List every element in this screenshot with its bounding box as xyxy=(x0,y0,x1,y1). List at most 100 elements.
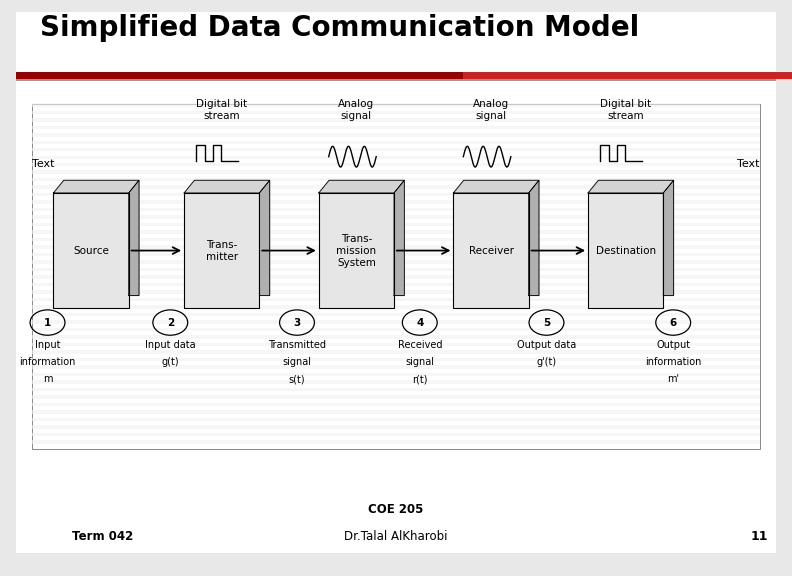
Text: g(t): g(t) xyxy=(162,357,179,367)
Bar xyxy=(32,403,760,406)
Text: 6: 6 xyxy=(669,317,677,328)
Bar xyxy=(32,298,760,301)
Bar xyxy=(32,380,760,384)
Bar xyxy=(32,365,760,369)
Bar xyxy=(185,193,260,308)
Text: Digital bit
stream: Digital bit stream xyxy=(196,99,247,121)
Bar xyxy=(32,215,760,219)
Text: 4: 4 xyxy=(416,317,424,328)
Bar xyxy=(32,118,760,122)
Text: Simplified Data Communication Model: Simplified Data Communication Model xyxy=(40,14,639,43)
Text: Trans-
mitter: Trans- mitter xyxy=(206,240,238,262)
Bar xyxy=(32,275,760,279)
Bar xyxy=(32,104,760,449)
Text: 1: 1 xyxy=(44,317,51,328)
Text: Destination: Destination xyxy=(596,245,656,256)
Polygon shape xyxy=(185,180,270,193)
Bar xyxy=(32,200,760,204)
Text: Transmitted: Transmitted xyxy=(268,340,326,350)
Bar xyxy=(32,425,760,429)
Text: information: information xyxy=(19,357,76,367)
Bar xyxy=(32,335,760,339)
Bar xyxy=(454,193,529,308)
Bar xyxy=(32,260,760,264)
Bar xyxy=(32,223,760,226)
Polygon shape xyxy=(319,180,405,193)
Bar xyxy=(463,72,792,79)
Text: Source: Source xyxy=(73,245,109,256)
Bar xyxy=(32,126,760,129)
Text: Output data: Output data xyxy=(517,340,576,350)
Bar xyxy=(32,440,760,444)
Bar xyxy=(32,208,760,211)
Bar xyxy=(32,350,760,354)
Bar xyxy=(32,133,760,137)
Bar xyxy=(32,170,760,174)
Bar xyxy=(32,253,760,256)
Text: signal: signal xyxy=(283,357,311,367)
Polygon shape xyxy=(260,180,270,295)
Bar xyxy=(32,410,760,414)
Bar xyxy=(32,358,760,361)
Bar xyxy=(32,395,760,399)
Bar xyxy=(32,290,760,294)
Bar xyxy=(16,72,463,79)
Polygon shape xyxy=(54,180,139,193)
Text: Input data: Input data xyxy=(145,340,196,350)
Bar xyxy=(32,388,760,391)
Bar xyxy=(32,156,760,159)
Text: m': m' xyxy=(667,374,680,384)
Text: Text: Text xyxy=(737,159,760,169)
Bar xyxy=(32,103,760,107)
Bar xyxy=(319,193,394,308)
Text: 2: 2 xyxy=(166,317,174,328)
Bar xyxy=(32,343,760,346)
Polygon shape xyxy=(454,180,539,193)
Text: Digital bit
stream: Digital bit stream xyxy=(600,99,651,121)
Bar xyxy=(32,433,760,436)
Text: signal: signal xyxy=(406,357,434,367)
Bar xyxy=(32,268,760,271)
Bar xyxy=(32,185,760,189)
Text: Trans-
mission
System: Trans- mission System xyxy=(337,233,376,268)
Bar xyxy=(32,230,760,234)
Text: Dr.Talal AlKharobi: Dr.Talal AlKharobi xyxy=(345,530,447,543)
Polygon shape xyxy=(394,180,405,295)
Bar xyxy=(32,328,760,331)
Text: Output: Output xyxy=(656,340,691,350)
Bar xyxy=(32,418,760,421)
Bar xyxy=(32,373,760,376)
Bar xyxy=(32,141,760,144)
Bar xyxy=(32,305,760,309)
Bar xyxy=(32,283,760,286)
Bar xyxy=(32,238,760,241)
Text: Received: Received xyxy=(398,340,442,350)
Bar xyxy=(32,193,760,196)
Bar xyxy=(54,193,128,308)
Text: r(t): r(t) xyxy=(412,374,428,384)
Text: m: m xyxy=(43,374,52,384)
Text: Input: Input xyxy=(35,340,60,350)
Text: g'(t): g'(t) xyxy=(536,357,557,367)
Bar xyxy=(16,79,776,81)
Text: Analog
signal: Analog signal xyxy=(473,99,509,121)
Bar xyxy=(32,245,760,249)
Bar xyxy=(588,193,664,308)
Polygon shape xyxy=(529,180,539,295)
Bar xyxy=(32,163,760,166)
Text: Receiver: Receiver xyxy=(469,245,513,256)
Text: 11: 11 xyxy=(751,530,768,543)
Text: COE 205: COE 205 xyxy=(368,503,424,516)
Text: s(t): s(t) xyxy=(289,374,305,384)
Text: information: information xyxy=(645,357,702,367)
Polygon shape xyxy=(664,180,673,295)
Bar xyxy=(32,320,760,324)
Text: 5: 5 xyxy=(543,317,550,328)
Bar xyxy=(32,313,760,316)
Text: 3: 3 xyxy=(293,317,301,328)
Text: Term 042: Term 042 xyxy=(72,530,134,543)
Polygon shape xyxy=(129,180,139,295)
Text: Text: Text xyxy=(32,159,55,169)
Polygon shape xyxy=(588,180,673,193)
Bar xyxy=(32,178,760,181)
